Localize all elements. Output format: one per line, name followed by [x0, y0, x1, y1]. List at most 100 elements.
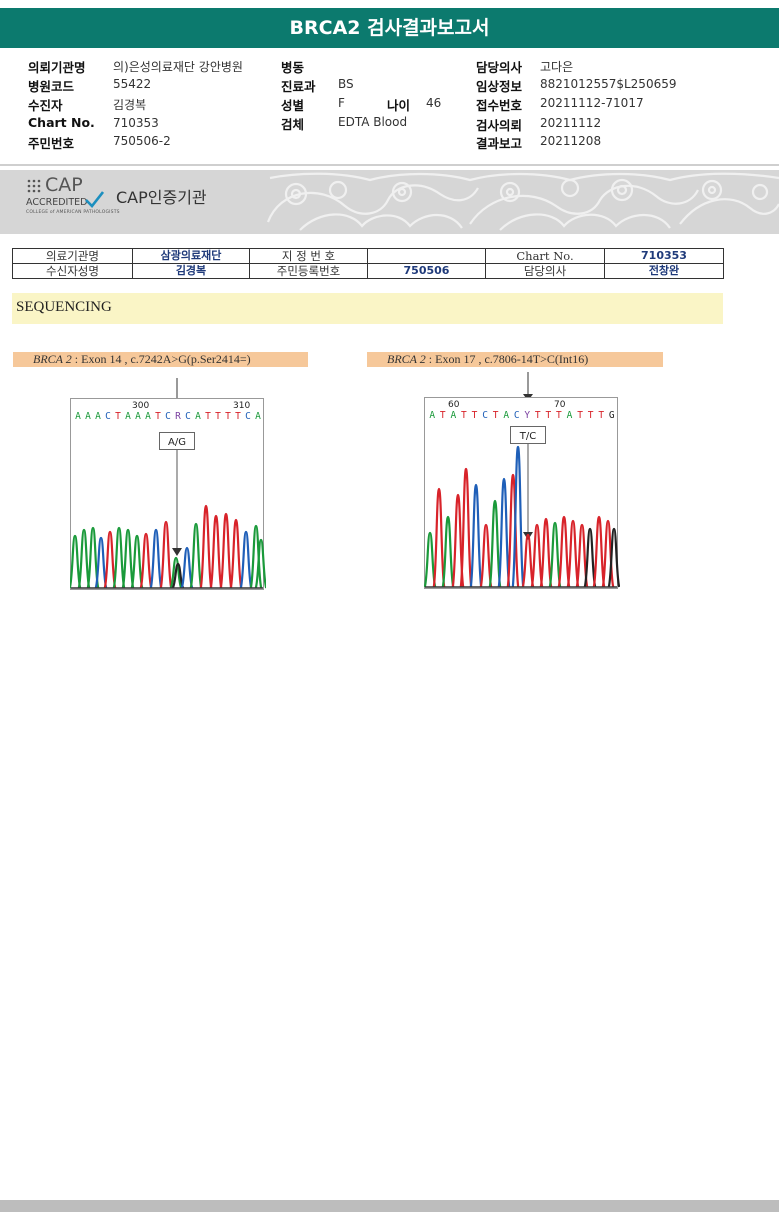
doctor-value: 고다은 — [540, 60, 574, 74]
base-letter: T — [588, 410, 594, 421]
cap-college: COLLEGE of AMERICAN PATHOLOGISTS — [26, 210, 120, 215]
table-cell: 수신자성명 — [12, 263, 133, 279]
report-date-value: 20211208 — [540, 134, 602, 148]
base-letter: C — [165, 411, 171, 422]
base-letter: A — [135, 411, 141, 422]
chart-no-label: Chart No. — [28, 115, 95, 130]
divider — [0, 164, 779, 166]
base-letter: A — [255, 411, 261, 422]
clinical-info-value: 8821012557$L250659 — [540, 77, 677, 91]
table-cell: 의료기관명 — [12, 248, 133, 264]
base-letter: A — [567, 410, 573, 421]
report-date-label: 결과보고 — [476, 136, 523, 151]
call-box — [510, 426, 546, 444]
report-title: BRCA2 검사결과보고서 — [0, 8, 779, 48]
trace-peak — [189, 522, 203, 589]
trace-peak — [239, 530, 253, 589]
position-label: 60 — [448, 400, 460, 410]
base-letter: T — [440, 410, 446, 421]
table-cell: 710353 — [604, 248, 724, 264]
cap-logo-icon — [27, 179, 41, 193]
trace-peak — [139, 532, 153, 589]
trace-peak — [441, 515, 455, 588]
base-letter: T — [115, 411, 121, 422]
base-letter: A — [145, 411, 151, 422]
trace-peak — [459, 467, 473, 588]
trace-peaks — [70, 504, 266, 589]
trace-peak — [86, 526, 100, 589]
request-date-value: 20211112 — [540, 116, 602, 130]
trace-peak — [77, 528, 91, 589]
cap-logo-text: CAP — [45, 174, 83, 196]
specimen-label: 검체 — [281, 117, 305, 132]
trace-peak — [70, 534, 82, 589]
trace-peak — [424, 531, 437, 588]
cap-title: CAP인증기관 — [116, 188, 207, 207]
table-cell: Chart No. — [485, 248, 605, 264]
hospital-code-label: 병원코드 — [28, 79, 75, 94]
receipt-no-label: 접수번호 — [476, 98, 523, 113]
base-letter: T — [205, 411, 211, 422]
section-title: SEQUENCING — [16, 299, 112, 315]
clinical-info-label: 임상정보 — [476, 79, 523, 94]
trace-peak — [530, 523, 544, 588]
gene-name: BRCA 2 — [387, 352, 426, 366]
checkmark-icon — [85, 191, 104, 208]
call-arrow-icon — [172, 548, 182, 556]
trace-peak — [169, 556, 183, 589]
resident-no-value: 750506-2 — [113, 134, 171, 148]
sex-label: 성별 — [281, 98, 305, 113]
table-cell: 전창완 — [604, 263, 724, 279]
trace-peak — [548, 521, 562, 588]
base-letter: A — [95, 411, 101, 422]
base-letter: C — [105, 411, 111, 422]
trace-peaks — [424, 445, 620, 588]
base-letter: T — [225, 411, 231, 422]
trace-peak — [583, 527, 597, 588]
trace-peak — [511, 445, 525, 588]
table-cell: 750506 — [367, 263, 486, 279]
trace-peak — [575, 523, 589, 588]
trace-peak — [180, 546, 194, 589]
base-letter: G — [609, 410, 615, 421]
position-label: 70 — [554, 400, 566, 410]
gene-name: BRCA 2 — [33, 352, 72, 366]
base-letter: T — [215, 411, 221, 422]
base-letter: C — [245, 411, 251, 422]
department-label: 진료과 — [281, 79, 316, 94]
variant-detail: : Exon 17 , c.7806-14T>C(Int16) — [425, 352, 589, 366]
doctor-label: 담당의사 — [476, 60, 523, 75]
base-letter: T — [493, 410, 499, 421]
trace-peak — [488, 499, 502, 588]
trace-peak — [254, 538, 266, 589]
base-letter: R — [175, 411, 181, 422]
trace-peak — [521, 533, 535, 588]
request-date-label: 검사의뢰 — [476, 118, 523, 133]
base-letter: T — [546, 410, 552, 421]
footer-bar — [0, 1200, 779, 1212]
trace-peak — [566, 519, 580, 588]
base-letter: C — [185, 411, 191, 422]
trace-peak — [229, 518, 243, 589]
ward-label: 병동 — [281, 60, 305, 75]
base-letter: C — [514, 410, 520, 421]
base-letter: T — [155, 411, 161, 422]
trace-peak — [539, 517, 553, 588]
variant-detail: : Exon 14 , c.7242A>G(p.Ser2414=) — [71, 352, 251, 366]
cap-banner: CAP ACCREDITED COLLEGE of AMERICAN PATHO… — [0, 170, 779, 234]
receipt-no-value: 20211112-71017 — [540, 96, 644, 110]
section-band — [12, 293, 723, 324]
base-letter: T — [535, 410, 541, 421]
base-letter: A — [503, 410, 509, 421]
trace-peak — [219, 512, 233, 589]
base-letter: T — [556, 410, 562, 421]
base-letter: A — [429, 410, 435, 421]
info-table: 의료기관명 삼광의료재단 지 정 번 호 Chart No. 710353 수신… — [12, 248, 724, 279]
table-cell: 김경복 — [132, 263, 250, 279]
cap-accredited: ACCREDITED — [26, 197, 88, 208]
trace-peak — [557, 515, 571, 588]
trace-peak — [209, 514, 223, 589]
age-label: 나이 — [387, 98, 411, 113]
